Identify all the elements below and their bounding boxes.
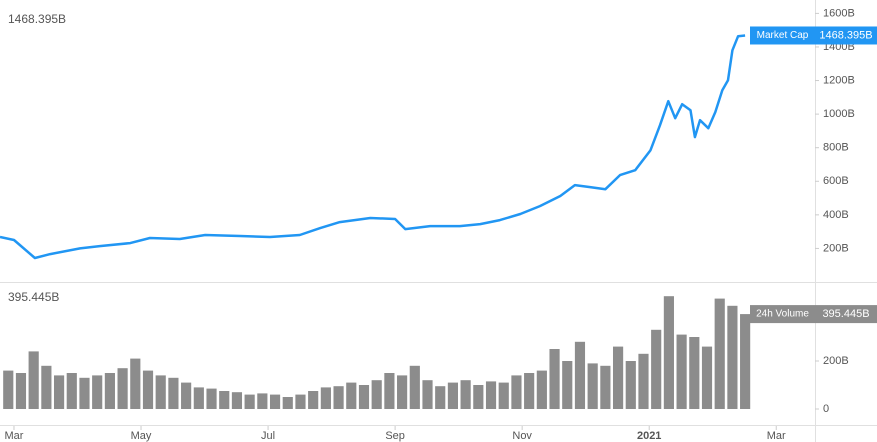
bar [104,373,115,409]
y-tick-label: 200B [823,355,849,367]
bar [269,394,281,409]
x-tick-label: 2021 [637,430,661,442]
y-tick-label: 400B [823,209,849,221]
bar [358,385,370,409]
bar [333,386,344,409]
value-badge-label: 1468.395B [819,29,872,41]
bar [524,373,535,409]
bar [625,361,636,409]
legend-badge [750,26,815,45]
bar [130,358,141,409]
bar [422,380,433,409]
x-tick-label: Sep [385,430,405,442]
bar [206,388,217,409]
x-tick-label: Nov [512,430,532,442]
legend-name: Market Cap [757,30,809,41]
bar [371,380,382,409]
y-tick-label: 1000B [823,108,855,120]
bar [41,365,52,409]
bar [282,397,293,409]
bar [435,386,446,409]
bar [28,351,39,409]
bar [714,298,725,409]
bar [460,380,471,409]
bar [15,373,27,409]
line [0,34,746,260]
y-tick-label: 0 [823,403,829,415]
bar [485,381,497,409]
bar [66,373,77,409]
bar [562,361,573,409]
current-value-label: 1468.395B [8,12,66,26]
x-tick-label: Jul [261,430,275,442]
value-badge [815,305,877,324]
y-tick-label: 800B [823,142,849,154]
value-badge [815,26,877,45]
bar [193,387,204,409]
x-tick-label: May [131,430,152,442]
bar [346,382,357,409]
y-tick-label: 1600B [823,7,855,19]
bar [308,391,319,409]
bar [384,373,395,409]
bar [397,375,408,409]
x-tick-label: Mar [767,430,786,442]
bar [231,392,243,409]
bar [53,375,65,409]
bar [612,346,624,409]
bar [320,387,331,409]
bar [117,368,128,409]
bar [257,393,268,409]
bar [168,377,179,409]
value-badge-label: 395.445B [822,308,869,320]
bar [689,337,700,409]
bar [740,314,751,409]
bar [295,394,306,409]
current-value-label: 395.445B [8,290,59,304]
bar [219,391,230,409]
bar [701,346,713,409]
bar [142,370,154,409]
legend-badge [750,305,815,324]
bar [3,370,14,409]
bar [638,353,649,409]
legend-name: 24h Volume [756,309,809,320]
bar [536,370,547,409]
bar [409,365,420,409]
bar [511,375,522,409]
bar [155,375,166,409]
y-tick-label: 600B [823,175,849,187]
bar [651,329,662,409]
bar [447,382,459,409]
x-tick-label: Mar [4,430,23,442]
bar [600,365,611,409]
bar [181,382,192,409]
bar [92,375,103,409]
bar [587,363,598,409]
bar [549,349,560,409]
bar [79,377,90,409]
bar [473,385,484,409]
bar [574,341,586,409]
bar [244,394,255,409]
y-tick-label: 1200B [823,74,855,86]
y-tick-label: 200B [823,242,849,254]
bar [498,382,509,409]
bar [663,296,674,409]
bar [727,305,738,409]
bar [676,334,687,409]
